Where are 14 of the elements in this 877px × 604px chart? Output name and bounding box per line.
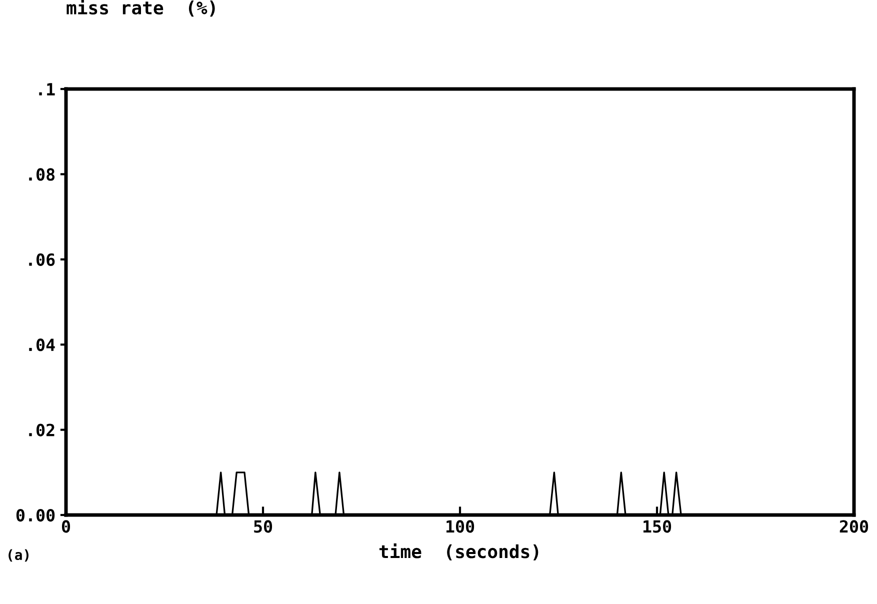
x-tick-label: 200 xyxy=(840,520,868,533)
y-axis-title: miss rate (%) xyxy=(66,0,215,17)
y-tick-label: .1 xyxy=(39,83,55,96)
x-tick-label: 0 xyxy=(62,520,70,533)
text: (a) xyxy=(8,549,28,562)
x-axis-title: time (seconds) xyxy=(379,543,538,560)
x-tick-label: 50 xyxy=(254,520,272,533)
x-tick-label: 150 xyxy=(643,520,672,533)
y-tick-label: .08 xyxy=(29,168,55,181)
y-tick-label: .02 xyxy=(29,424,54,436)
y-tick-label: .06 xyxy=(29,253,55,266)
y-tick-label: 0.00 xyxy=(16,508,55,522)
y-tick-label: .04 xyxy=(29,338,55,352)
x-tick-label: 100 xyxy=(446,520,474,533)
